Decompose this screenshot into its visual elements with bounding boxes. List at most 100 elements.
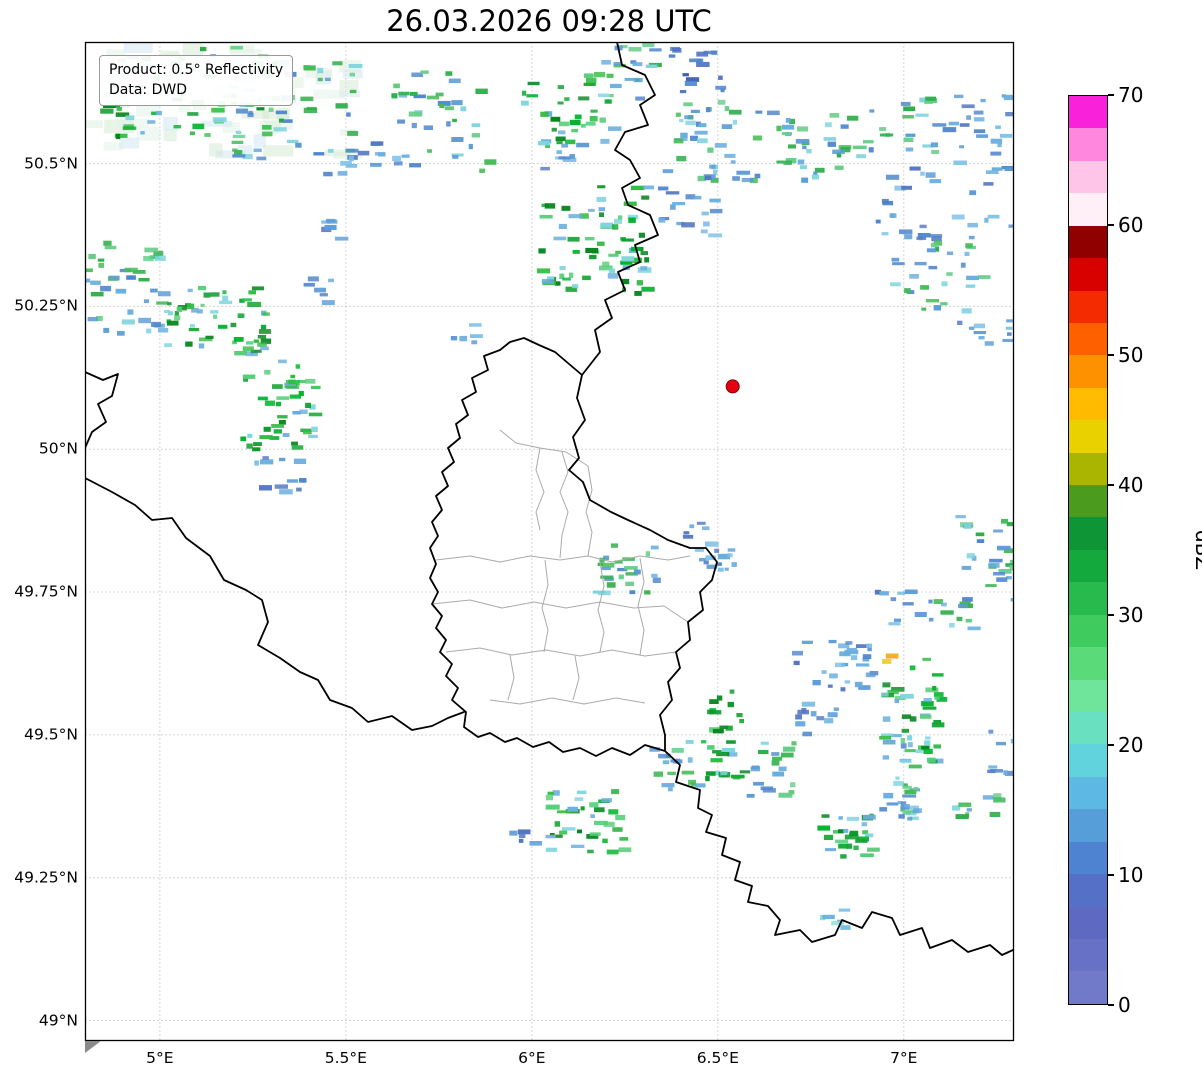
radar-echo-bin: [106, 49, 126, 58]
radar-echo-bin: [585, 247, 599, 253]
radar-echo-bin: [902, 783, 908, 787]
radar-echo-bin: [164, 310, 170, 314]
radar-echo-bin: [671, 748, 684, 753]
radar-echo-bin: [797, 159, 805, 165]
radar-echo-bin: [676, 221, 685, 226]
radar-echo-bin: [795, 721, 806, 727]
radar-echo-bin: [783, 160, 792, 165]
radar-echo-bin: [913, 808, 922, 813]
radar-echo-bin: [243, 376, 248, 382]
radar-echo-bin: [713, 169, 718, 175]
radar-echo-bin: [601, 798, 612, 803]
radar-echo-bin: [681, 770, 695, 775]
radar-echo-bin: [143, 256, 154, 262]
radar-echo-bin: [210, 292, 220, 297]
radar-echo-bin: [594, 71, 606, 78]
radar-echo-bin: [988, 729, 994, 734]
y-tick-label: 49.25°N: [14, 868, 78, 887]
radar-echo-bin: [903, 106, 916, 112]
radar-echo-bin: [993, 572, 1006, 576]
radar-echo-bin: [309, 404, 316, 410]
colorbar-segment: [1069, 549, 1107, 583]
radar-echo-bin: [687, 757, 693, 763]
radar-echo-bin: [95, 316, 103, 322]
radar-echo-bin: [904, 804, 910, 808]
radar-echo-bin: [900, 805, 910, 810]
radar-echo-bin: [215, 150, 246, 159]
radar-echo-bin: [960, 262, 966, 268]
radar-echo-bin: [716, 752, 730, 757]
radar-echo-bin: [812, 680, 821, 686]
radar-echo-bin: [885, 653, 899, 659]
radar-echo-bin: [545, 834, 556, 839]
radar-echo-bin: [990, 151, 1002, 156]
radar-echo-bin: [641, 195, 650, 200]
radar-echo-bin: [854, 681, 863, 688]
radar-echo-bin: [608, 268, 616, 274]
radar-echo-bin: [929, 179, 942, 184]
radar-echo-bin: [702, 526, 710, 531]
radar-echo-bin: [924, 740, 931, 746]
radar-echo-bin: [230, 49, 262, 58]
radar-echo-bin: [296, 379, 306, 384]
radar-echo-bin: [619, 837, 629, 841]
radar-echo-bin: [909, 816, 919, 820]
radar-echo-bin: [247, 112, 254, 118]
radar-echo-bin: [559, 273, 565, 279]
radar-echo-bin: [958, 802, 972, 807]
radar-echo-bin: [290, 374, 296, 379]
colorbar: [1068, 95, 1108, 1005]
radar-echo-bin: [850, 655, 858, 661]
radar-echo-bin: [260, 459, 274, 465]
radar-echo-bin: [594, 807, 605, 813]
radar-echo-bin: [838, 816, 843, 820]
radar-echo-bin: [391, 93, 398, 99]
radar-echo-bin: [557, 85, 564, 89]
radar-echo-bin: [783, 746, 796, 752]
radar-echo-bin: [709, 710, 722, 715]
radar-echo-bin: [156, 301, 169, 305]
radar-echo-bin: [562, 277, 571, 281]
radar-echo-bin: [435, 92, 444, 97]
site-marker: [725, 379, 740, 394]
radar-echo-bin: [760, 741, 769, 745]
radar-echo-bin: [409, 91, 418, 96]
radar-echo-bin: [788, 144, 796, 149]
radar-echo-bin: [608, 809, 619, 815]
radar-echo-bin: [558, 130, 566, 135]
radar-echo-bin: [897, 801, 902, 805]
radar-echo-bin: [696, 61, 710, 67]
radar-echo-bin: [966, 553, 975, 559]
radar-echo-bin: [722, 748, 736, 753]
radar-echo-bin: [630, 185, 645, 191]
radar-echo-bin: [913, 787, 919, 791]
radar-echo-bin: [163, 129, 177, 142]
radar-echo-bin: [811, 174, 820, 180]
radar-echo-bin: [840, 925, 851, 930]
radar-echo-bin: [915, 113, 929, 117]
radar-echo-bin: [644, 590, 651, 595]
radar-echo-bin: [556, 150, 562, 154]
radar-echo-bin: [882, 682, 891, 688]
radar-echo-bin: [370, 141, 384, 146]
radar-echo-bin: [324, 77, 331, 81]
radar-echo-bin: [155, 111, 162, 116]
radar-echo-bin: [600, 575, 614, 579]
radar-echo-bin: [311, 426, 318, 433]
radar-echo-bin: [675, 758, 681, 764]
radar-echo-bin: [173, 125, 182, 129]
radar-echo-bin: [138, 317, 152, 324]
radar-echo-bin: [451, 137, 464, 142]
radar-echo-bin: [961, 104, 975, 109]
radar-echo-bin: [308, 434, 318, 439]
radar-echo-bin: [879, 127, 887, 131]
radar-echo-bin: [599, 265, 613, 271]
plot-title: 26.03.2026 09:28 UTC: [386, 4, 712, 38]
radar-echo-bin: [398, 91, 410, 96]
radar-echo-bin: [623, 201, 637, 206]
country-border: [581, 42, 659, 376]
radar-echo-bin: [904, 288, 911, 294]
radar-echo-bin: [772, 771, 785, 777]
radar-echo-bin: [393, 83, 400, 89]
radar-echo-bin: [256, 156, 267, 161]
